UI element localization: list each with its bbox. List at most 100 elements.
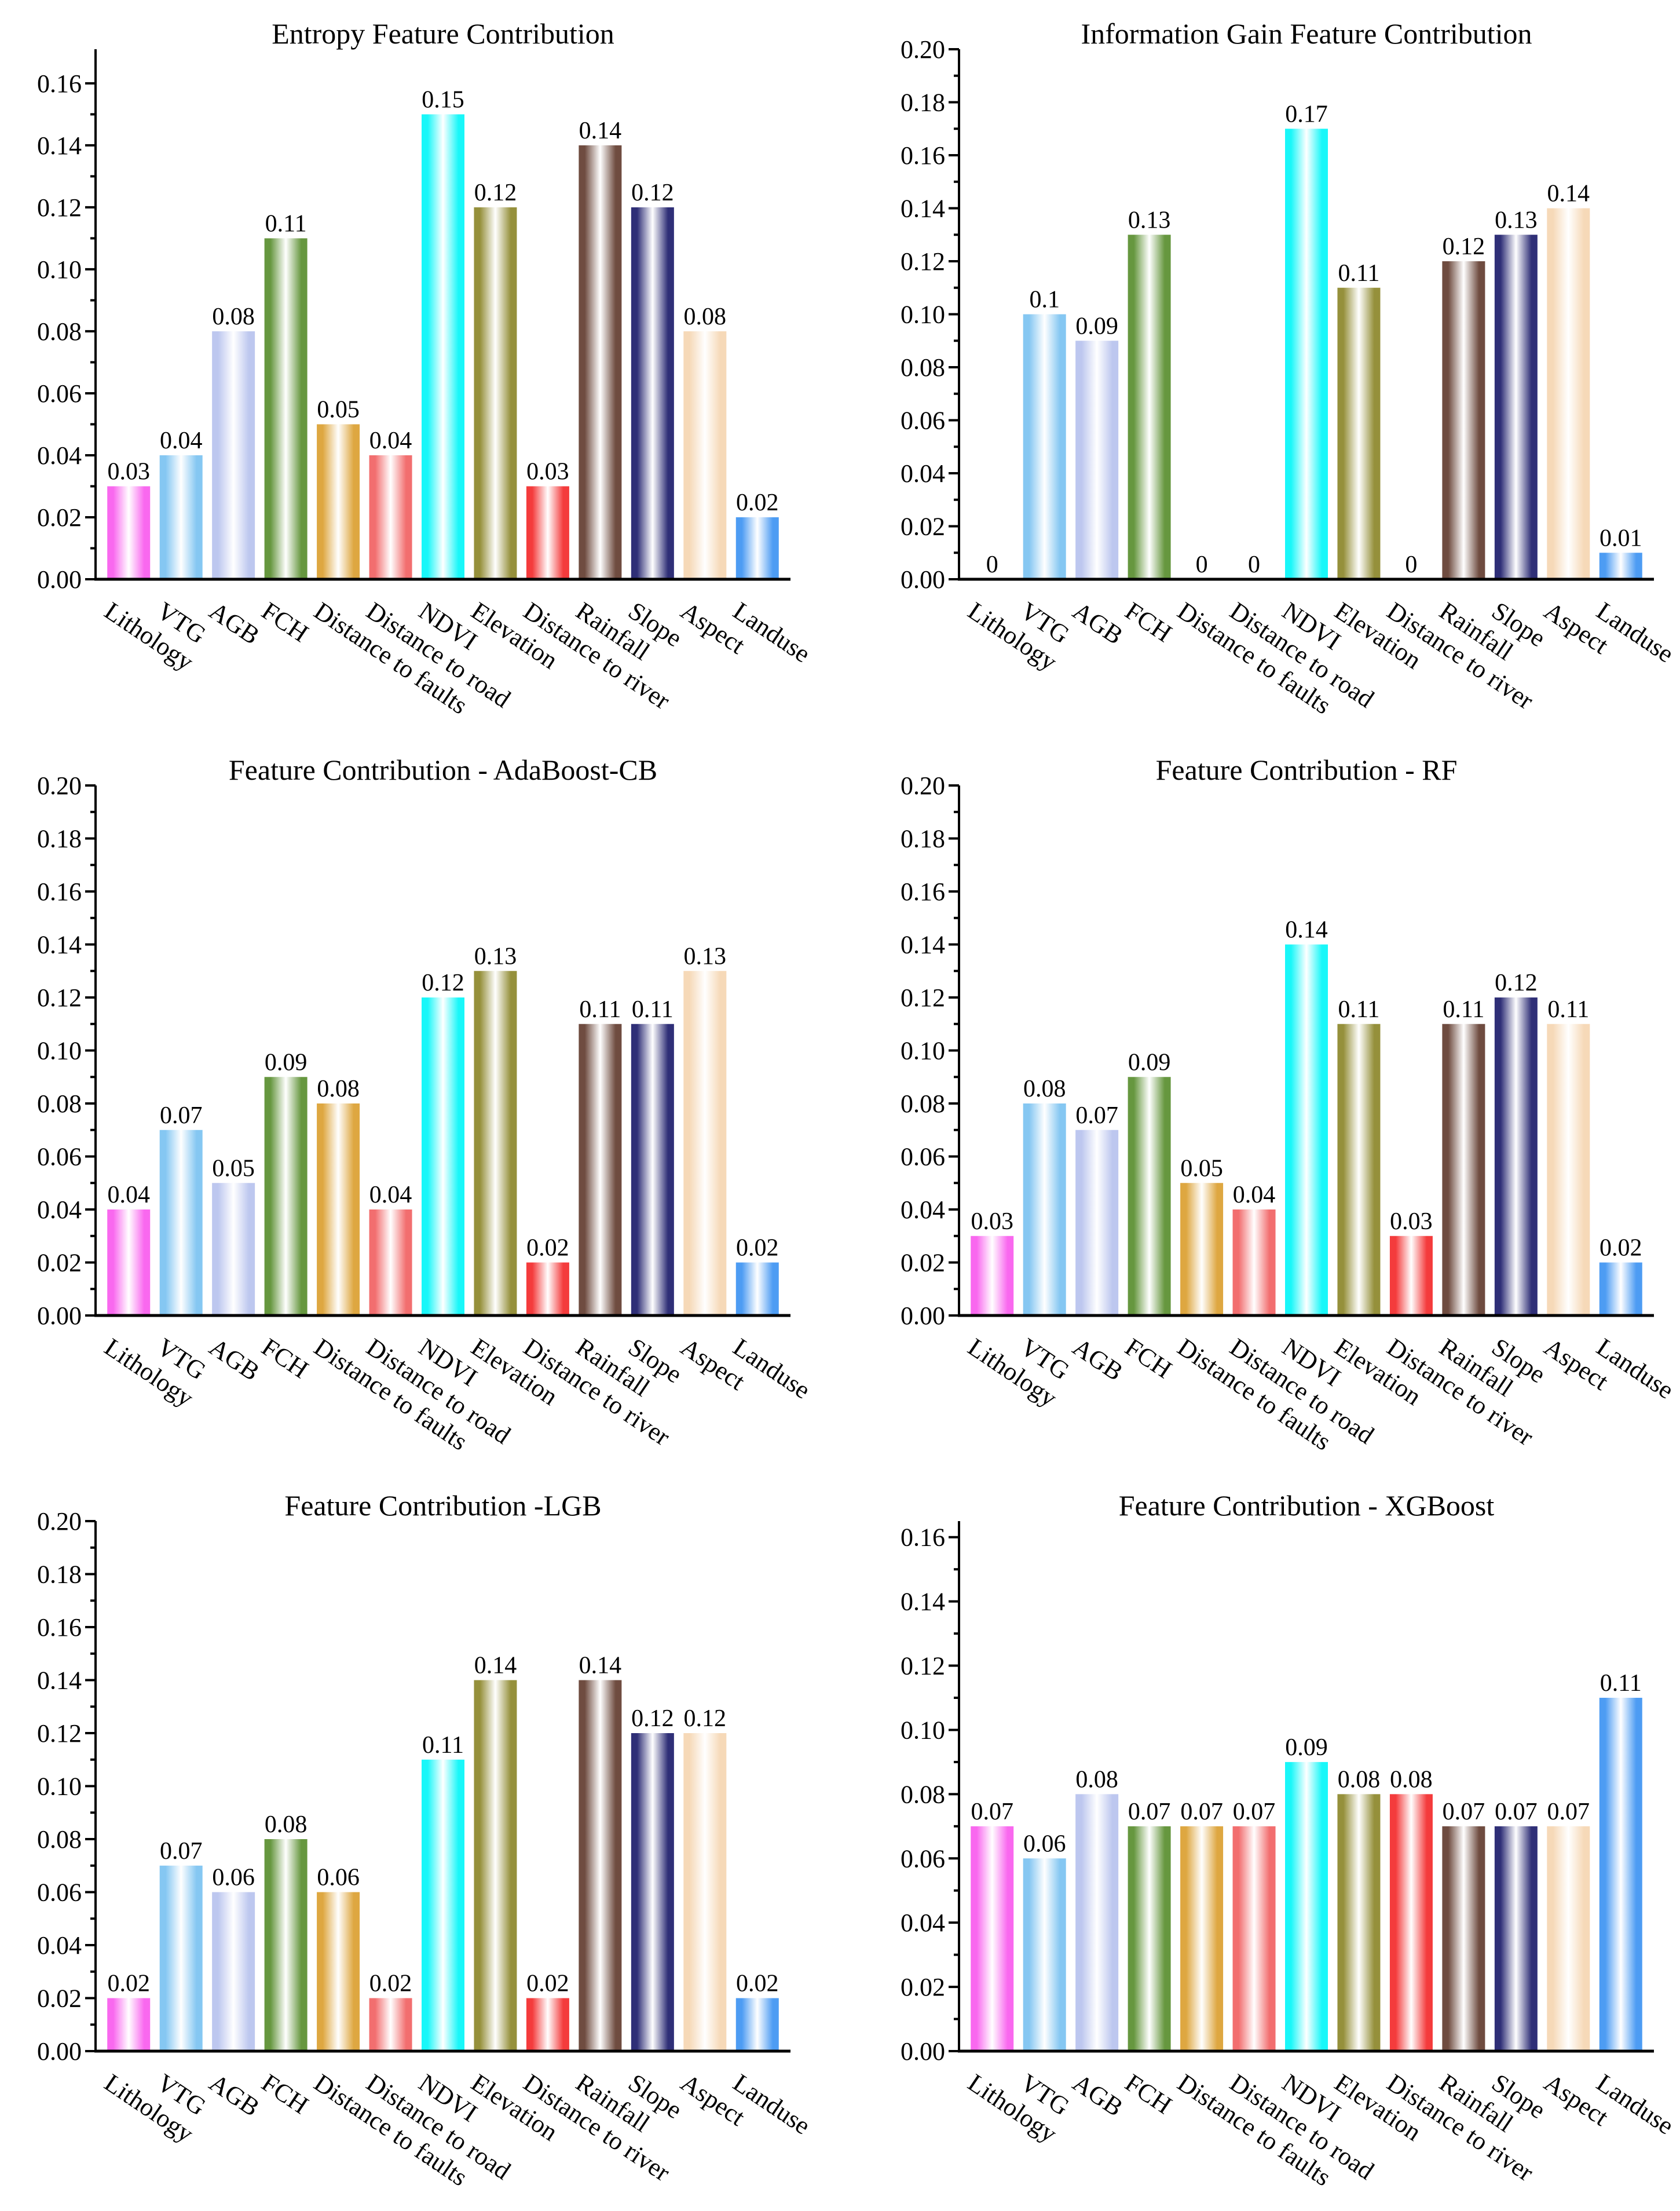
value-label: 0.13: [1495, 207, 1538, 233]
y-tick-label: 0.10: [37, 1037, 82, 1065]
x-tick-label: AGB: [1068, 2069, 1128, 2122]
value-label: 0.07: [1443, 1799, 1485, 1825]
value-label: 0.13: [684, 943, 727, 970]
bar-landuse: [735, 1262, 779, 1315]
y-tick-label: 0.06: [901, 1143, 945, 1171]
y-tick-label: 0.16: [901, 141, 945, 170]
value-label: 0.11: [579, 996, 621, 1023]
value-label: 0.11: [422, 1732, 464, 1759]
value-label: 0.08: [1390, 1766, 1433, 1793]
value-label: 0.05: [1180, 1155, 1223, 1182]
value-label: 0.03: [526, 458, 569, 485]
value-label: 0.02: [736, 1971, 779, 1997]
y-tick-label: 0.08: [37, 317, 82, 346]
bar-elevation: [474, 971, 517, 1315]
bar-distance-to-road: [369, 1998, 412, 2051]
y-tick-label: 0.00: [901, 565, 945, 594]
y-tick-label: 0.10: [901, 1037, 945, 1065]
bar-elevation: [474, 1680, 517, 2051]
y-tick-label: 0.02: [37, 1249, 82, 1277]
y-tick-label: 0.04: [37, 1196, 82, 1224]
y-tick-label: 0.06: [901, 1844, 945, 1873]
value-label: 0.13: [474, 943, 517, 970]
y-tick-label: 0.06: [37, 1879, 82, 1907]
value-label: 0.09: [1285, 1734, 1328, 1761]
value-label: 0.03: [107, 458, 150, 485]
bar-distance-to-faults: [317, 1892, 360, 2051]
value-label: 0.11: [1600, 1670, 1642, 1697]
y-tick-label: 0.08: [901, 1780, 945, 1808]
y-tick-label: 0.04: [37, 1931, 82, 1960]
bar-distance-to-river: [526, 1998, 569, 2051]
bar-slope: [631, 1024, 674, 1315]
bar-landuse: [1599, 1262, 1642, 1315]
y-tick-label: 0.16: [901, 1523, 945, 1552]
bar-landuse: [735, 517, 779, 579]
y-tick-label: 0.16: [37, 70, 82, 98]
value-label: 0.07: [1128, 1799, 1171, 1825]
bar-distance-to-faults: [1180, 1826, 1224, 2051]
y-tick-label: 0.08: [37, 1825, 82, 1854]
value-label: 0.01: [1600, 525, 1642, 551]
bar-elevation: [474, 207, 517, 579]
y-tick-label: 0.12: [37, 193, 82, 222]
value-label: 0.08: [1338, 1766, 1381, 1793]
value-label: 0.02: [526, 1235, 569, 1262]
y-tick-label: 0.02: [37, 1985, 82, 2013]
bar-ndvi: [422, 997, 464, 1315]
bar-distance-to-road: [1232, 1826, 1276, 2051]
bar-slope: [1494, 997, 1538, 1315]
bar-lithology: [107, 1998, 151, 2051]
y-tick-label: 0.20: [901, 772, 945, 800]
y-tick-label: 0.16: [901, 878, 945, 906]
x-tick-label: FCH: [1120, 597, 1177, 648]
value-label: 0.12: [684, 1705, 727, 1732]
y-tick-label: 0.12: [901, 1652, 945, 1680]
value-label: 0.04: [369, 1182, 412, 1208]
bar-rainfall: [1442, 261, 1485, 579]
bar-agb: [1075, 341, 1119, 579]
y-tick-label: 0.20: [37, 1507, 82, 1536]
bar-aspect: [1547, 208, 1590, 579]
bar-landuse: [1599, 1698, 1642, 2051]
value-label: 0.06: [1023, 1830, 1066, 1857]
bar-fch: [1128, 235, 1171, 579]
chart-title: Feature Contribution -LGB: [284, 1489, 601, 1522]
bar-vtg: [159, 1865, 203, 2051]
value-label: 0.11: [1338, 260, 1379, 287]
bar-ndvi: [1285, 944, 1328, 1315]
y-tick-label: 0.04: [901, 459, 945, 488]
y-tick-label: 0.04: [37, 441, 82, 470]
value-label: 0.02: [107, 1971, 150, 1997]
bar-fch: [264, 238, 308, 579]
bar-elevation: [1337, 1794, 1381, 2051]
y-tick-label: 0.16: [37, 878, 82, 906]
y-tick-label: 0.14: [901, 195, 945, 223]
value-label: 0.11: [265, 210, 307, 237]
y-tick-label: 0.16: [37, 1613, 82, 1642]
value-label: 0.1: [1029, 287, 1060, 313]
bar-distance-to-river: [526, 1262, 569, 1315]
bar-vtg: [159, 1130, 203, 1315]
y-tick-label: 0.18: [901, 89, 945, 117]
x-tick-label: AGB: [204, 2069, 265, 2122]
value-label: 0.13: [1128, 207, 1171, 233]
bar-lithology: [107, 486, 151, 579]
value-label: 0.07: [1547, 1799, 1590, 1825]
value-label: 0.08: [684, 304, 727, 330]
bar-distance-to-road: [369, 455, 412, 579]
bar-slope: [631, 1733, 674, 2051]
bar-fch: [1128, 1826, 1171, 2051]
chart-rf: Feature Contribution - RF 0.00 0.02 0.04 0.0…: [901, 754, 1679, 1456]
bar-aspect: [683, 331, 727, 579]
chart-title: Information Gain Feature Contribution: [1081, 17, 1532, 50]
value-label: 0.12: [631, 1705, 674, 1732]
bar-ndvi: [1285, 1762, 1328, 2051]
value-label: 0.08: [317, 1076, 360, 1102]
bar-distance-to-faults: [317, 1103, 360, 1315]
y-tick-label: 0.14: [901, 931, 945, 959]
x-tick-label: FCH: [257, 597, 313, 648]
bar-agb: [1075, 1794, 1119, 2051]
value-label: 0.07: [160, 1102, 203, 1129]
value-label: 0.07: [160, 1838, 203, 1865]
